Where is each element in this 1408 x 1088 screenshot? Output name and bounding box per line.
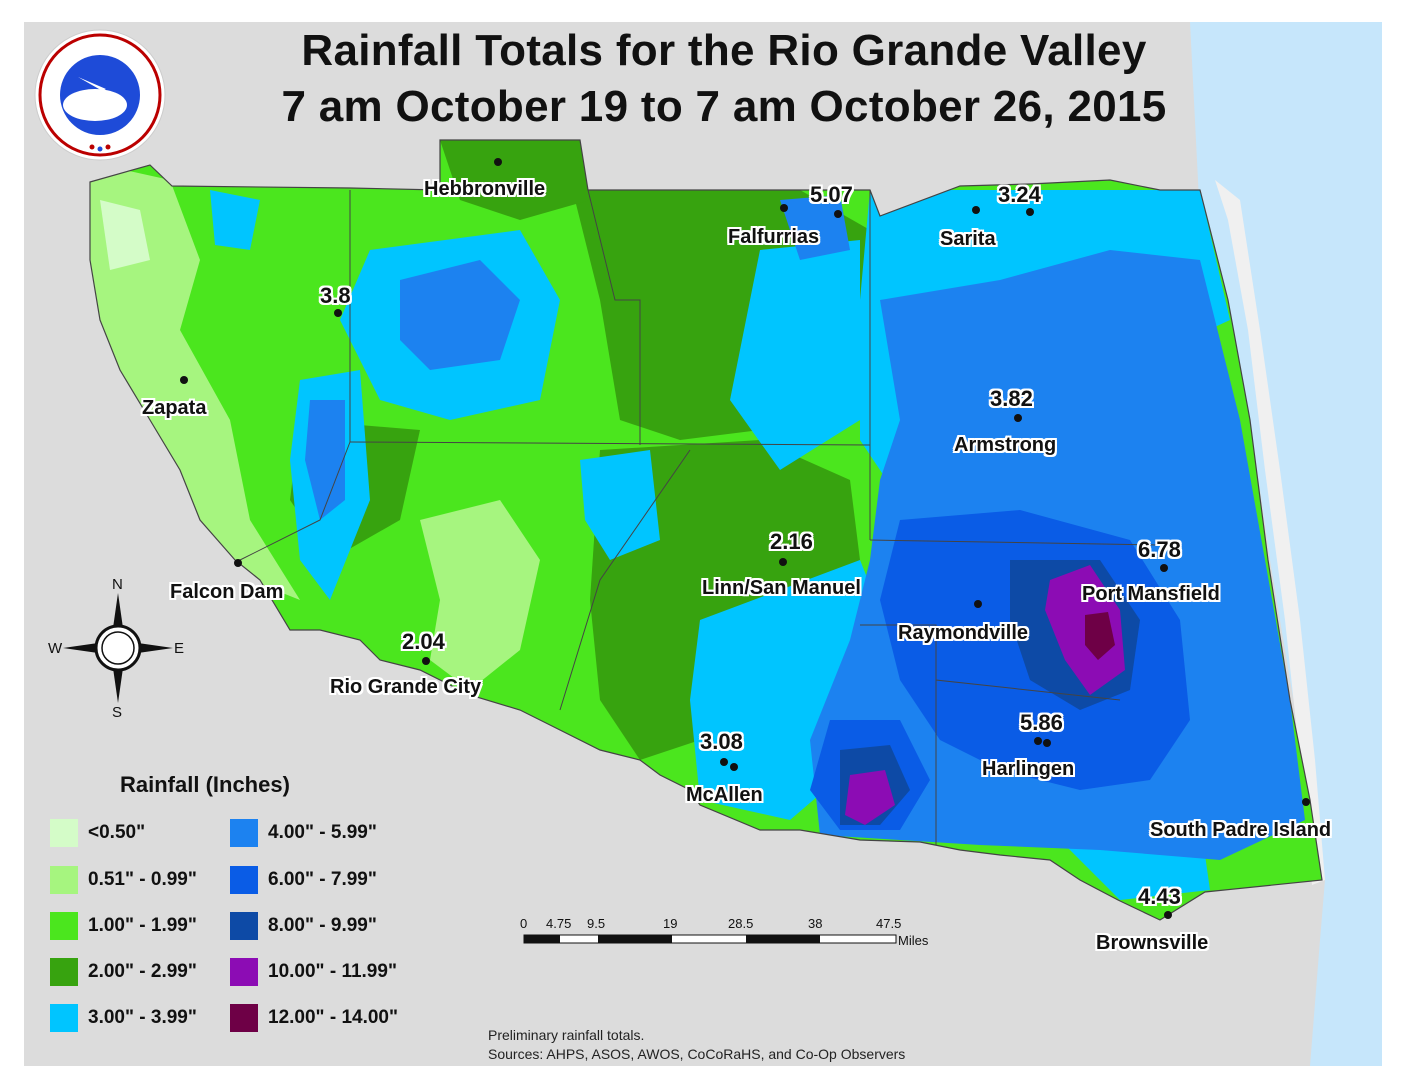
scale-tick: 9.5	[587, 916, 606, 931]
scale-bar	[523, 934, 897, 944]
rainfall-value-linn: 2.16	[770, 529, 813, 554]
scale-tick: 4.75	[546, 916, 572, 931]
footnote-line-2: Sources: AHPS, ASOS, AWOS, CoCoRaHS, and…	[488, 1046, 906, 1062]
legend-item: 4.00" - 5.99"	[230, 818, 377, 848]
legend-item: 0.51" - 0.99"	[50, 865, 197, 895]
region-outline	[89, 139, 1323, 921]
scale-tick: 47.5	[876, 916, 902, 931]
compass-s: S	[112, 704, 123, 721]
legend-swatch	[230, 819, 258, 847]
legend-title: Rainfall (Inches)	[120, 772, 290, 797]
scale-tick: 28.5	[728, 916, 754, 931]
rainfall-value-brownsville: 4.43	[1138, 884, 1181, 909]
legend-swatch	[230, 958, 258, 986]
rainfall-map	[24, 22, 1382, 1066]
legend-label: 1.00" - 1.99"	[88, 915, 197, 936]
legend-item: 3.00" - 3.99"	[50, 1003, 197, 1033]
rainfall-value-mcallen: 3.08	[700, 729, 743, 754]
legend-swatch	[50, 1004, 78, 1032]
city-label-sarita: Sarita	[940, 228, 996, 250]
rainfall-value-west: 3.8	[320, 283, 351, 308]
rainfall-value-armstrong: 3.82	[990, 386, 1033, 411]
rainfall-value-harlingen: 5.86	[1020, 710, 1063, 735]
legend-label: <0.50"	[88, 822, 146, 843]
legend-label: 10.00" - 11.99"	[268, 961, 397, 982]
city-label-harlingen: Harlingen	[982, 758, 1075, 780]
rainfall-value-sarita: 3.24	[998, 182, 1041, 207]
city-label-port-mansfield: Port Mansfield	[1082, 583, 1220, 605]
city-label-mcallen: McAllen	[686, 784, 763, 806]
city-label-brownsville: Brownsville	[1096, 932, 1209, 954]
city-label-hebbronville: Hebbronville	[424, 178, 546, 200]
city-label-falcon-dam: Falcon Dam	[170, 581, 284, 603]
legend-label: 2.00" - 2.99"	[88, 961, 197, 982]
legend-swatch	[50, 958, 78, 986]
scale-unit: Miles	[898, 933, 929, 948]
scale-tick: 38	[808, 916, 823, 931]
compass-n: N	[112, 576, 123, 593]
nws-logo-icon	[34, 29, 166, 161]
city-label-linn-san-manuel: Linn/San Manuel	[702, 577, 861, 599]
legend-label: 0.51" - 0.99"	[88, 869, 197, 890]
legend-swatch	[230, 912, 258, 940]
footnote: Preliminary rainfall totals. Sources: AH…	[488, 1026, 905, 1064]
legend-item: 10.00" - 11.99"	[230, 957, 397, 987]
legend-swatch	[50, 912, 78, 940]
compass-w: W	[48, 640, 63, 657]
map-frame	[24, 22, 1382, 1066]
legend-item: <0.50"	[50, 818, 145, 848]
barrier-island	[1215, 180, 1325, 885]
compass-rose-icon	[63, 593, 173, 703]
legend-label: 4.00" - 5.99"	[268, 822, 377, 843]
city-label-raymondville: Raymondville	[898, 622, 1029, 644]
legend-item: 2.00" - 2.99"	[50, 957, 197, 987]
legend-label: 8.00" - 9.99"	[268, 915, 377, 936]
legend-swatch	[230, 1004, 258, 1032]
legend-label: 3.00" - 3.99"	[88, 1007, 197, 1028]
legend-item: 8.00" - 9.99"	[230, 911, 377, 941]
city-label-rio-grande-city: Rio Grande City	[330, 676, 482, 698]
city-label-south-padre-island: South Padre Island	[1150, 819, 1332, 841]
rainfall-value-falfurrias: 5.07	[810, 182, 853, 207]
legend-swatch	[230, 866, 258, 894]
compass-e: E	[174, 640, 185, 657]
city-label-zapata: Zapata	[142, 397, 207, 419]
rainfall-value-rio-grande-city: 2.04	[402, 629, 445, 654]
map-title-line-2: 7 am October 19 to 7 am October 26, 2015	[281, 82, 1167, 131]
map-title-line-1: Rainfall Totals for the Rio Grande Valle…	[301, 26, 1147, 75]
city-dots	[180, 158, 1310, 919]
legend-item: 6.00" - 7.99"	[230, 865, 377, 895]
scale-tick: 0	[520, 916, 528, 931]
legend-label: 6.00" - 7.99"	[268, 869, 377, 890]
legend-item: 1.00" - 1.99"	[50, 911, 197, 941]
legend-label: 12.00" - 14.00"	[268, 1007, 398, 1028]
legend-item: 12.00" - 14.00"	[230, 1003, 398, 1033]
legend-swatch	[50, 866, 78, 894]
rainfall-value-port-mansfield: 6.78	[1138, 537, 1181, 562]
city-label-falfurrias: Falfurrias	[728, 226, 820, 248]
footnote-line-1: Preliminary rainfall totals.	[488, 1027, 645, 1043]
scale-tick: 19	[663, 916, 678, 931]
county-lines	[239, 189, 1161, 845]
city-label-armstrong: Armstrong	[954, 434, 1057, 456]
legend-swatch	[50, 819, 78, 847]
